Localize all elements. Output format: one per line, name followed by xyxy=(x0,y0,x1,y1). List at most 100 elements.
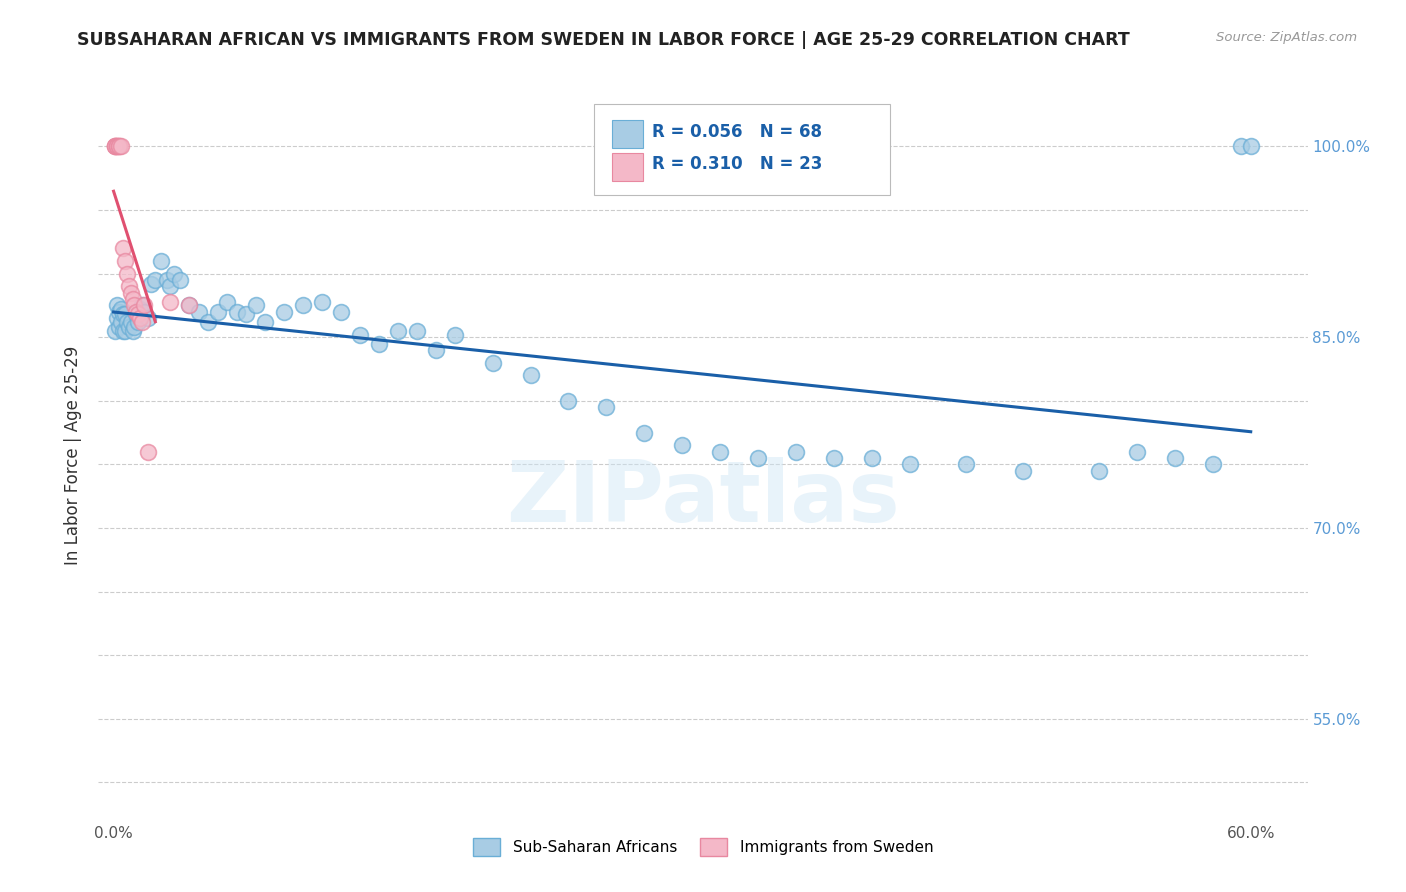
Point xyxy=(709,444,731,458)
Point xyxy=(136,444,159,458)
Y-axis label: In Labor Force | Age 25-29: In Labor Force | Age 25-29 xyxy=(65,345,83,565)
FancyBboxPatch shape xyxy=(595,103,890,195)
Point xyxy=(115,267,138,281)
Point xyxy=(112,241,135,255)
Point xyxy=(129,302,152,317)
Point xyxy=(273,305,295,319)
Point xyxy=(1230,139,1253,153)
Point xyxy=(235,307,257,321)
Point xyxy=(105,311,128,326)
Point xyxy=(110,315,132,329)
Point xyxy=(112,324,135,338)
Point xyxy=(120,315,142,329)
Point xyxy=(143,273,166,287)
Point xyxy=(860,451,883,466)
Text: Source: ZipAtlas.com: Source: ZipAtlas.com xyxy=(1216,31,1357,45)
Point xyxy=(481,356,503,370)
Point xyxy=(105,298,128,312)
Point xyxy=(1240,139,1263,153)
Point xyxy=(254,315,277,329)
Point xyxy=(141,277,163,291)
Point xyxy=(179,298,201,312)
Point xyxy=(118,320,141,334)
Point xyxy=(114,254,136,268)
Point xyxy=(785,444,807,458)
Point xyxy=(124,320,146,334)
Point xyxy=(118,279,141,293)
Point xyxy=(132,298,155,312)
Point xyxy=(108,320,131,334)
Point xyxy=(110,139,132,153)
Point xyxy=(104,139,127,153)
Point xyxy=(225,305,247,319)
Point xyxy=(108,139,131,153)
Point xyxy=(349,327,371,342)
Point xyxy=(187,305,209,319)
Point xyxy=(179,298,201,312)
Point xyxy=(367,336,389,351)
Point xyxy=(1126,444,1149,458)
FancyBboxPatch shape xyxy=(613,153,643,180)
Point xyxy=(104,324,127,338)
Point xyxy=(671,438,693,452)
Point xyxy=(108,139,131,153)
Point xyxy=(405,324,427,338)
Point xyxy=(163,267,186,281)
Point xyxy=(132,305,155,319)
Point xyxy=(747,451,769,466)
Point xyxy=(292,298,315,312)
Point xyxy=(159,294,181,309)
Point xyxy=(217,294,239,309)
Point xyxy=(633,425,655,440)
Point xyxy=(124,298,146,312)
Point xyxy=(110,302,132,317)
Point xyxy=(898,458,921,472)
Point xyxy=(121,324,143,338)
Point xyxy=(104,139,127,153)
Text: R = 0.056   N = 68: R = 0.056 N = 68 xyxy=(652,122,823,141)
Point xyxy=(1088,464,1111,478)
Point xyxy=(823,451,845,466)
Point xyxy=(125,305,148,319)
Point xyxy=(169,273,191,287)
Point xyxy=(387,324,409,338)
Point xyxy=(245,298,267,312)
Point xyxy=(120,285,142,300)
Point xyxy=(127,307,149,321)
Point xyxy=(131,298,153,312)
Point xyxy=(557,393,579,408)
Point xyxy=(595,401,617,415)
Point xyxy=(125,307,148,321)
Point xyxy=(519,368,541,383)
Point xyxy=(127,315,149,329)
Legend: Sub-Saharan Africans, Immigrants from Sweden: Sub-Saharan Africans, Immigrants from Sw… xyxy=(468,834,938,861)
FancyBboxPatch shape xyxy=(613,120,643,148)
Point xyxy=(425,343,447,357)
Point xyxy=(197,315,219,329)
Point xyxy=(105,139,128,153)
Point xyxy=(129,311,152,326)
Point xyxy=(311,294,333,309)
Point xyxy=(114,324,136,338)
Point xyxy=(1202,458,1225,472)
Point xyxy=(1164,451,1187,466)
Point xyxy=(207,305,229,319)
Point xyxy=(156,273,179,287)
Point xyxy=(121,292,143,306)
Point xyxy=(105,139,128,153)
Point xyxy=(131,315,153,329)
Text: ZIPatlas: ZIPatlas xyxy=(506,458,900,541)
Point xyxy=(112,307,135,321)
Point xyxy=(108,305,131,319)
Point xyxy=(114,307,136,321)
Text: SUBSAHARAN AFRICAN VS IMMIGRANTS FROM SWEDEN IN LABOR FORCE | AGE 25-29 CORRELAT: SUBSAHARAN AFRICAN VS IMMIGRANTS FROM SW… xyxy=(77,31,1130,49)
Point xyxy=(330,305,353,319)
Point xyxy=(955,458,977,472)
Text: R = 0.310   N = 23: R = 0.310 N = 23 xyxy=(652,155,823,173)
Point xyxy=(136,311,159,326)
Point xyxy=(149,254,172,268)
Point xyxy=(159,279,181,293)
Point xyxy=(115,315,138,329)
Point xyxy=(104,139,127,153)
Point xyxy=(1012,464,1035,478)
